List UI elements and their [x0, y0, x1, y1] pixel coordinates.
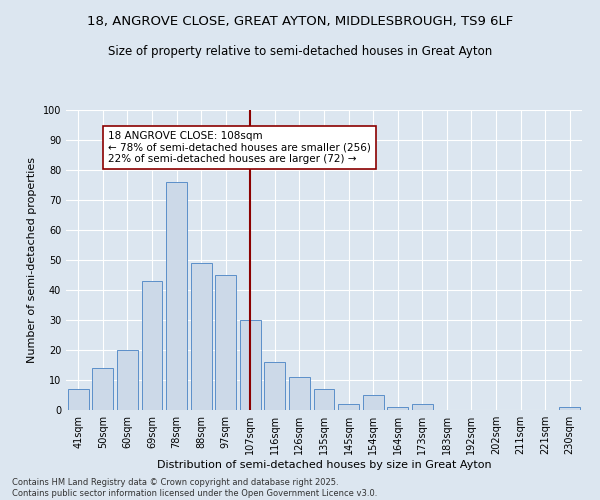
- Bar: [314, 389, 334, 410]
- Bar: [289, 377, 310, 410]
- Text: 18, ANGROVE CLOSE, GREAT AYTON, MIDDLESBROUGH, TS9 6LF: 18, ANGROVE CLOSE, GREAT AYTON, MIDDLESB…: [87, 15, 513, 28]
- Y-axis label: Number of semi-detached properties: Number of semi-detached properties: [27, 157, 37, 363]
- Text: 18 ANGROVE CLOSE: 108sqm
← 78% of semi-detached houses are smaller (256)
22% of : 18 ANGROVE CLOSE: 108sqm ← 78% of semi-d…: [108, 131, 371, 164]
- Bar: [412, 404, 433, 410]
- Bar: [215, 275, 236, 410]
- Bar: [166, 182, 187, 410]
- Text: Size of property relative to semi-detached houses in Great Ayton: Size of property relative to semi-detach…: [108, 45, 492, 58]
- Bar: [68, 389, 89, 410]
- Bar: [117, 350, 138, 410]
- Bar: [92, 368, 113, 410]
- X-axis label: Distribution of semi-detached houses by size in Great Ayton: Distribution of semi-detached houses by …: [157, 460, 491, 470]
- Bar: [191, 263, 212, 410]
- Bar: [387, 407, 408, 410]
- Bar: [338, 404, 359, 410]
- Bar: [362, 395, 383, 410]
- Text: Contains HM Land Registry data © Crown copyright and database right 2025.
Contai: Contains HM Land Registry data © Crown c…: [12, 478, 377, 498]
- Bar: [265, 362, 286, 410]
- Bar: [559, 407, 580, 410]
- Bar: [142, 281, 163, 410]
- Bar: [240, 320, 261, 410]
